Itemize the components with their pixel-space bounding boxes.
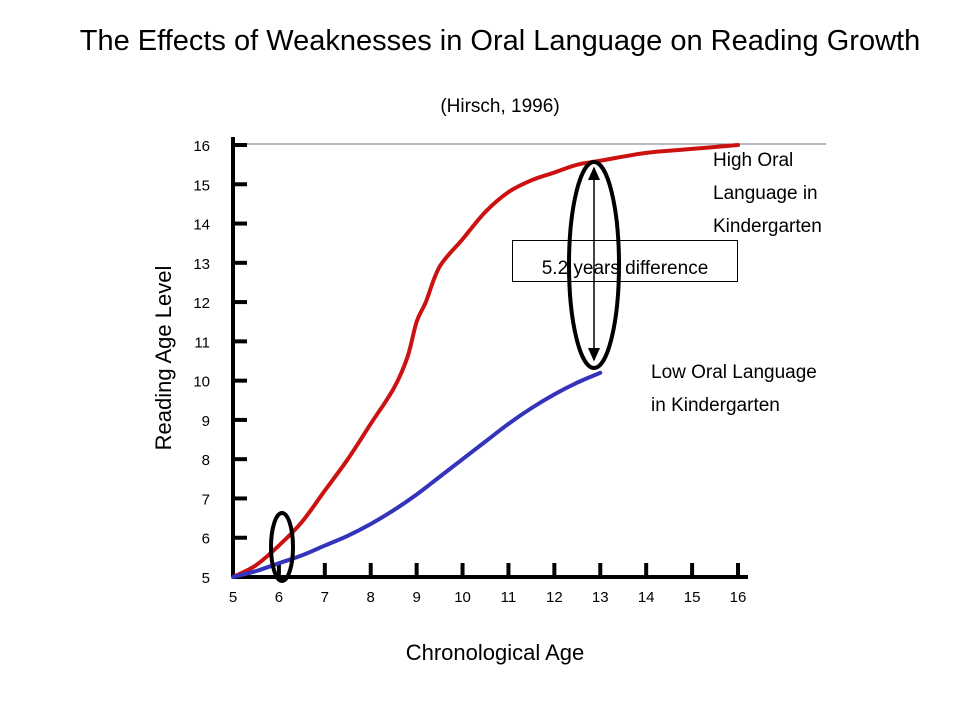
x-tick-label-6: 6 xyxy=(275,589,283,606)
y-tick-label-6: 6 xyxy=(202,531,210,548)
x-tick-label-10: 10 xyxy=(454,589,471,606)
x-axis-label: Chronological Age xyxy=(405,640,585,665)
low-label-line-1: Low Oral Language xyxy=(651,362,817,383)
x-tick-label-14: 14 xyxy=(638,589,655,606)
y-tick-label-9: 9 xyxy=(202,413,210,430)
high-label-line-2: Language in xyxy=(713,183,818,204)
low-oral-language-line xyxy=(231,370,603,579)
x-tick-label-12: 12 xyxy=(546,589,563,606)
y-axis-label: Reading Age Level xyxy=(151,265,176,451)
high-label-line-3: Kindergarten xyxy=(713,216,822,237)
low-oral-annotation: Low Oral Language in Kindergarten xyxy=(651,356,881,422)
start-ellipse xyxy=(269,511,295,583)
y-tick-label-13: 13 xyxy=(193,256,210,273)
y-tick-label-8: 8 xyxy=(202,452,210,469)
x-tick-label-16: 16 xyxy=(730,589,747,606)
y-tick-label-7: 7 xyxy=(202,491,210,508)
x-tick-label-5: 5 xyxy=(229,589,237,606)
y-tick-label-11: 11 xyxy=(194,334,210,351)
chart-subtitle: (Hirsch, 1996) xyxy=(440,96,560,117)
x-tick-label-8: 8 xyxy=(367,589,375,606)
y-tick-label-15: 15 xyxy=(193,177,210,194)
difference-text: 5.2 years difference xyxy=(541,258,709,279)
x-tick-label-7: 7 xyxy=(321,589,329,606)
gap-ellipse xyxy=(567,160,621,370)
high-oral-annotation: High Oral Language in Kindergarten xyxy=(713,144,883,243)
x-tick-label-9: 9 xyxy=(412,589,420,606)
low-label-line-2: in Kindergarten xyxy=(651,395,780,416)
y-tick-label-10: 10 xyxy=(193,374,210,391)
y-tick-label-16: 16 xyxy=(193,138,210,155)
high-label-line-1: High Oral xyxy=(713,150,794,171)
y-tick-label-5: 5 xyxy=(202,570,210,587)
x-tick-label-13: 13 xyxy=(592,589,609,606)
high-oral-language-line xyxy=(231,143,740,579)
x-tick-label-15: 15 xyxy=(684,589,701,606)
y-tick-label-12: 12 xyxy=(193,295,210,312)
y-tick-label-14: 14 xyxy=(193,217,210,234)
difference-callout: 5.2 years difference xyxy=(512,240,738,282)
x-tick-label-11: 11 xyxy=(501,589,517,606)
chart-title: The Effects of Weaknesses in Oral Langua… xyxy=(79,25,921,57)
